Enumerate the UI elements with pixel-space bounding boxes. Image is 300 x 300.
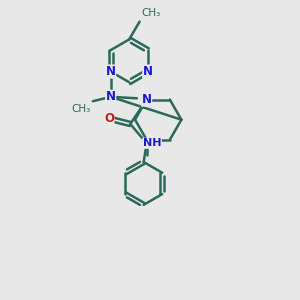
- Text: CH₃: CH₃: [141, 8, 160, 18]
- Text: CH₃: CH₃: [71, 103, 91, 114]
- Text: N: N: [106, 90, 116, 103]
- Text: NH: NH: [143, 138, 161, 148]
- Text: O: O: [104, 112, 114, 125]
- Text: N: N: [143, 65, 153, 78]
- Text: N: N: [106, 65, 116, 78]
- Text: N: N: [142, 93, 152, 106]
